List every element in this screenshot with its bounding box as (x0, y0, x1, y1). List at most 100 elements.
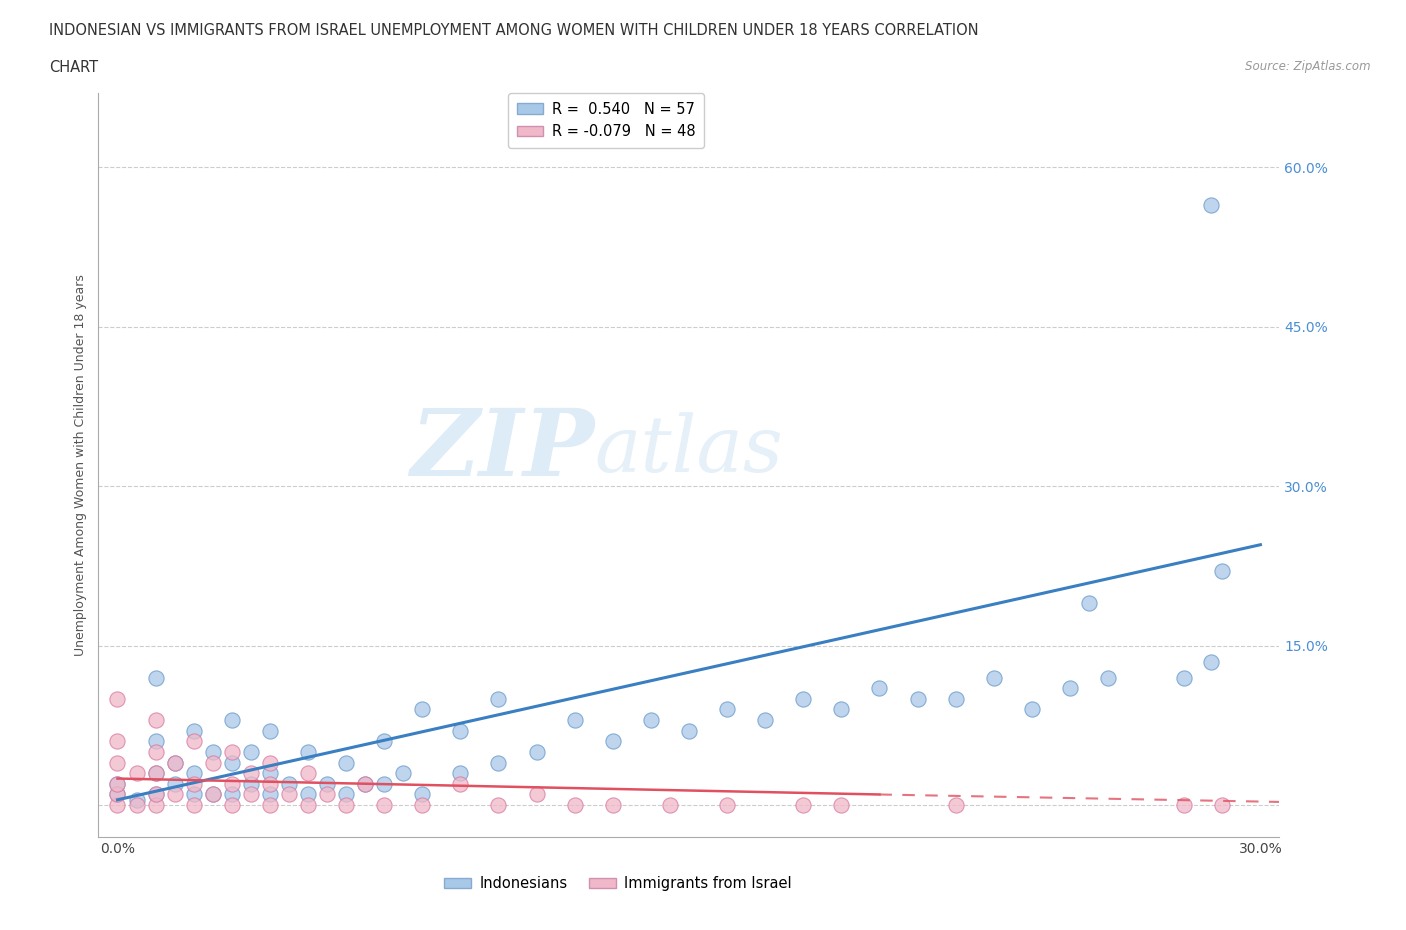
Point (183, 734, 205, 749)
Point (754, 712, 776, 727)
Point (830, 798, 852, 813)
Point (107, 734, 129, 749)
Point (259, 777, 281, 791)
Point (945, 691, 967, 706)
Point (107, 777, 129, 791)
Point (373, 734, 395, 749)
Text: INDONESIAN VS IMMIGRANTS FROM ISRAEL UNEMPLOYMENT AMONG WOMEN WITH CHILDREN UNDE: INDONESIAN VS IMMIGRANTS FROM ISRAEL UNE… (49, 23, 979, 38)
Point (201, 787, 224, 802)
Point (145, 787, 167, 802)
Point (221, 755, 243, 770)
Point (564, 798, 586, 813)
Point (411, 787, 433, 802)
Point (145, 745, 167, 760)
Point (145, 671, 167, 685)
Point (1173, 671, 1195, 685)
Point (373, 798, 395, 813)
Point (335, 798, 357, 813)
Point (716, 702, 738, 717)
Point (163, 755, 186, 770)
Point (221, 787, 243, 802)
Point (259, 765, 281, 780)
Point (239, 777, 262, 791)
Point (201, 787, 224, 802)
Point (1021, 702, 1043, 717)
Point (259, 724, 281, 738)
Point (297, 787, 319, 802)
Point (983, 671, 1005, 685)
Point (526, 787, 548, 802)
Text: ZIP: ZIP (411, 405, 595, 495)
Point (221, 777, 243, 791)
Point (907, 691, 929, 706)
Point (1199, 197, 1222, 212)
Point (163, 787, 186, 802)
Text: Source: ZipAtlas.com: Source: ZipAtlas.com (1246, 60, 1371, 73)
Point (373, 777, 395, 791)
Point (145, 798, 167, 813)
Point (239, 745, 262, 760)
Point (1211, 564, 1233, 578)
Point (201, 745, 224, 760)
Point (945, 798, 967, 813)
Text: CHART: CHART (49, 60, 98, 75)
Point (259, 798, 281, 813)
Point (107, 787, 129, 802)
Point (163, 755, 186, 770)
Point (354, 777, 377, 791)
Point (411, 798, 433, 813)
Point (392, 765, 415, 780)
Point (107, 798, 129, 813)
Point (297, 798, 319, 813)
Point (297, 765, 319, 780)
Point (183, 724, 205, 738)
Point (145, 765, 167, 780)
Point (221, 712, 243, 727)
Point (163, 777, 186, 791)
Point (316, 787, 339, 802)
Point (107, 787, 129, 802)
Point (640, 712, 662, 727)
Point (221, 798, 243, 813)
Point (145, 765, 167, 780)
Point (792, 798, 814, 813)
Point (145, 787, 167, 802)
Point (792, 691, 814, 706)
Point (658, 798, 681, 813)
Point (183, 765, 205, 780)
Point (602, 798, 624, 813)
Point (297, 745, 319, 760)
Point (259, 787, 281, 802)
Point (145, 712, 167, 727)
Point (1097, 671, 1119, 685)
Point (335, 755, 357, 770)
Point (183, 798, 205, 813)
Point (868, 681, 890, 696)
Legend: Indonesians, Immigrants from Israel: Indonesians, Immigrants from Israel (439, 870, 797, 897)
Point (125, 765, 148, 780)
Point (221, 745, 243, 760)
Point (449, 777, 471, 791)
Point (602, 734, 624, 749)
Point (1078, 596, 1101, 611)
Point (1173, 798, 1195, 813)
Point (830, 702, 852, 717)
Point (107, 755, 129, 770)
Point (125, 798, 148, 813)
Point (411, 702, 433, 717)
Point (354, 777, 377, 791)
Point (526, 745, 548, 760)
Point (316, 777, 339, 791)
Point (277, 787, 299, 802)
Point (107, 777, 129, 791)
Point (1199, 654, 1222, 669)
Point (183, 777, 205, 791)
Point (239, 787, 262, 802)
Point (259, 755, 281, 770)
Point (1211, 798, 1233, 813)
Point (488, 691, 510, 706)
Point (488, 798, 510, 813)
Point (488, 755, 510, 770)
Point (716, 798, 738, 813)
Point (183, 787, 205, 802)
